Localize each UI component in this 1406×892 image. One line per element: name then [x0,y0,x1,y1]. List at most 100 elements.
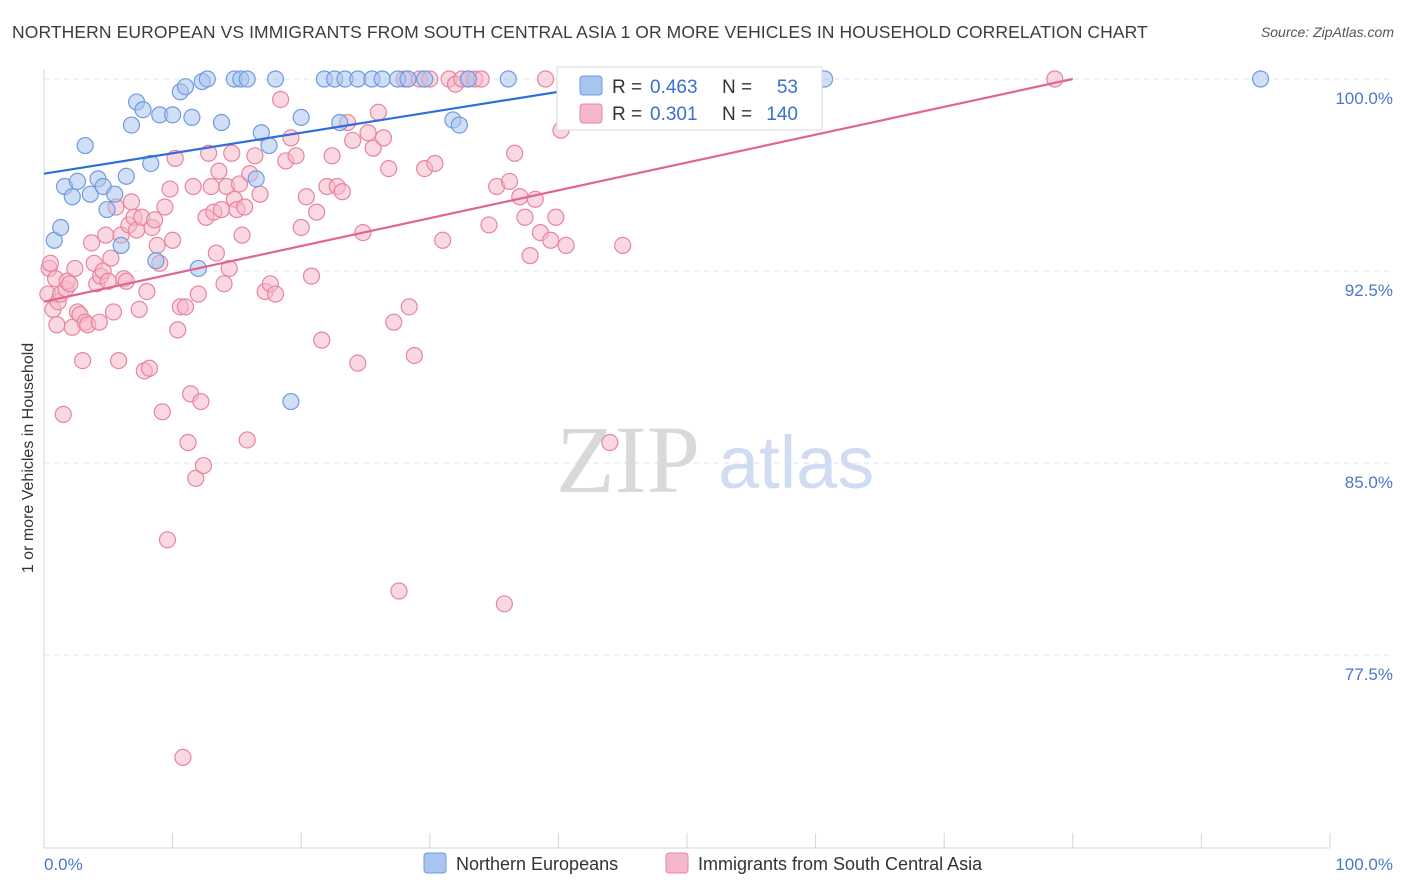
legend-swatch-pink [579,103,603,124]
data-point [385,313,403,331]
data-point [266,70,285,88]
data-point [272,90,290,109]
data-point [183,108,201,127]
legend-n-label-blue: N = [722,77,752,98]
data-point [308,203,326,221]
data-point [148,236,166,254]
data-point [192,392,210,411]
data-point [266,285,285,303]
series-legend: Northern Europeans Immigrants from South… [423,852,983,874]
data-point [238,70,256,88]
data-point [187,469,205,487]
data-point [516,208,534,226]
trend-line-blue [43,80,623,175]
blue-series-points [45,70,1270,411]
data-point [189,285,207,303]
legend-r-label-pink: R = [612,104,642,125]
data-point [547,208,565,226]
data-point [63,188,81,206]
data-point [161,180,179,198]
data-point [230,175,249,193]
data-point [238,431,256,449]
data-point [260,136,278,155]
data-point [212,200,231,219]
data-point [400,298,418,316]
data-point [292,108,310,127]
data-point [521,247,539,265]
data-point [323,147,341,165]
data-point [176,78,195,96]
data-point [459,70,477,88]
data-point [233,226,251,244]
data-point [164,231,182,249]
data-point [176,298,195,316]
data-point [499,70,517,88]
data-point [138,282,156,301]
y-axis-title: 1 or more Vehicles in Household [20,343,37,573]
data-point [220,259,238,278]
data-point [134,101,152,119]
data-point [374,129,393,147]
data-point [198,70,216,88]
data-point [68,172,87,190]
data-point [112,236,130,254]
watermark-atlas: atlas [718,421,874,504]
y-tick-label: 85.0% [1345,473,1393,492]
data-point [349,354,367,372]
data-point [97,226,115,244]
data-point [236,198,254,216]
legend-r-value-blue: 0.463 [650,77,698,98]
data-point [399,70,417,88]
data-point [542,231,560,249]
y-tick-label: 100.0% [1335,89,1393,108]
data-point [169,321,187,339]
data-point [102,249,120,267]
data-point [174,748,192,767]
stats-legend: R = 0.463 N = 53 R = 0.301 N = 140 [556,66,823,131]
data-point [601,433,619,452]
data-point [223,144,241,162]
bottom-legend-swatch-blue [423,852,447,874]
data-point [76,136,94,155]
data-point [500,172,519,190]
data-point [122,116,141,134]
legend-n-value-blue: 53 [777,77,798,98]
x-axis-ticks [43,833,1331,848]
data-point [158,531,177,549]
data-point [194,456,213,475]
data-point [247,170,265,188]
data-point [156,198,174,216]
data-point [153,403,171,421]
watermark: ZIP atlas [556,406,874,513]
legend-n-value-pink: 140 [766,104,798,125]
data-point [54,405,72,423]
data-point [81,185,99,203]
data-point [373,70,391,88]
data-point [426,154,444,173]
data-point [41,254,60,272]
data-point [90,313,108,331]
watermark-zip: ZIP [556,406,700,513]
data-point [73,352,92,370]
data-point [117,167,135,185]
data-point [495,595,513,613]
data-point [557,236,575,254]
data-point [106,185,124,203]
data-point [145,211,164,229]
legend-swatch-blue [579,75,603,96]
data-point [246,147,264,165]
data-point [122,193,141,211]
data-point [109,352,128,370]
data-point [1251,70,1270,88]
bottom-legend-swatch-pink [665,852,689,874]
data-point [506,144,524,162]
data-point [48,316,66,334]
data-point [364,139,382,157]
data-point [614,236,632,254]
x-tick-label-max: 100.0% [1335,855,1393,874]
y-axis-tick-labels: 100.0% 92.5% 85.0% 77.5% [1335,89,1393,684]
y-tick-label: 92.5% [1345,281,1393,300]
chart-title: NORTHERN EUROPEAN VS IMMIGRANTS FROM SOU… [12,22,1148,42]
data-point [292,218,310,237]
